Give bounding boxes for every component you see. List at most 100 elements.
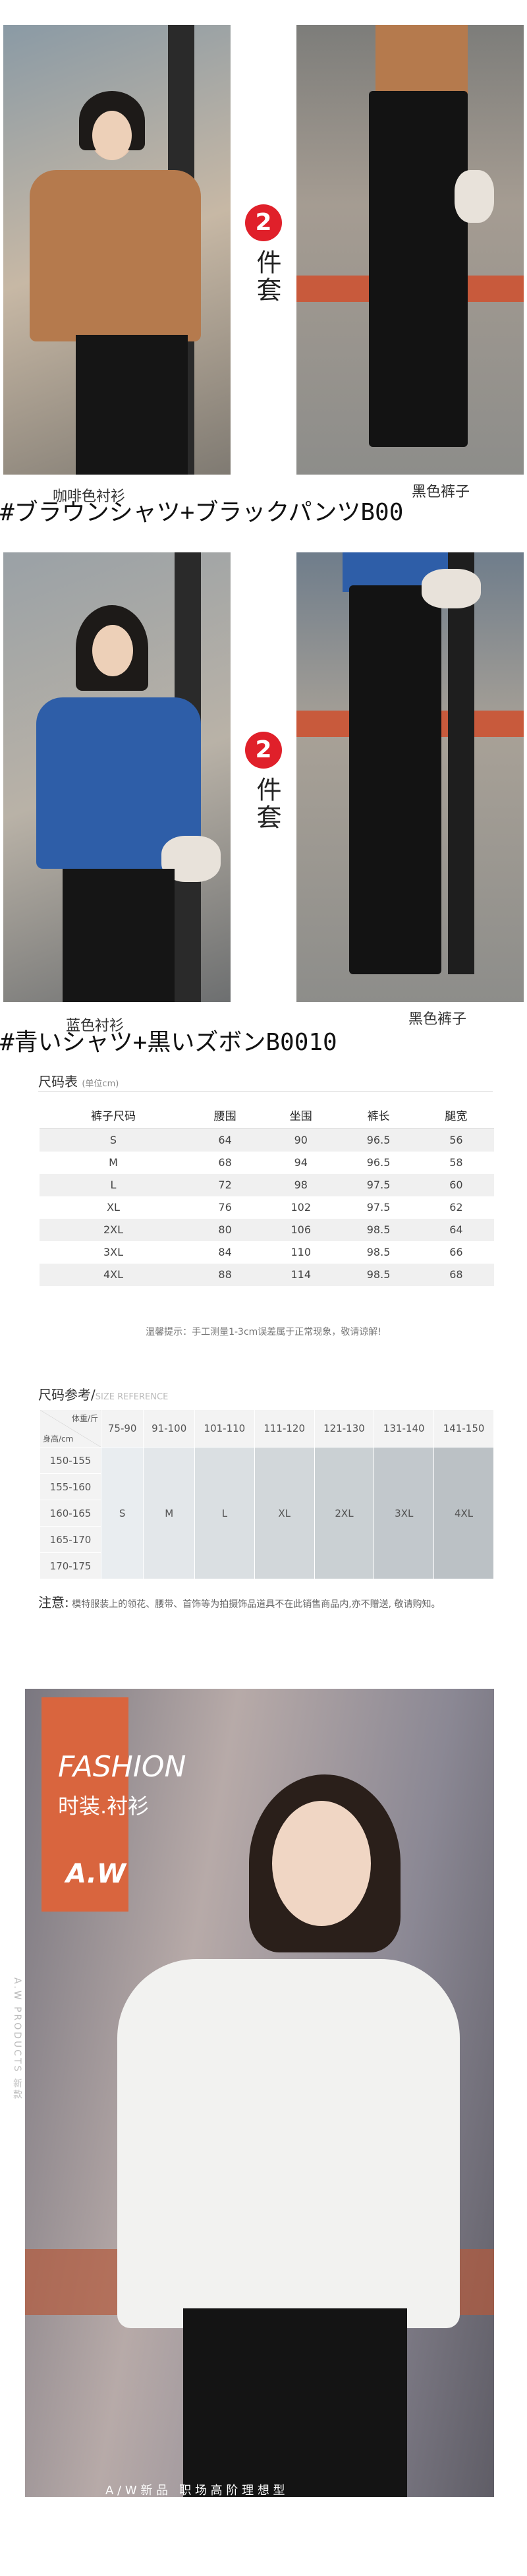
row: 170-175 [40, 1552, 494, 1579]
badge-number: 2 [245, 732, 282, 769]
brand: A.W [66, 1859, 126, 1889]
product-label: 蓝色衬衫 [66, 1018, 125, 1034]
size-cell: 3XL [374, 1447, 435, 1579]
weight-header: 131-140 [374, 1409, 435, 1448]
size-table: 裤子尺码 腰围 坐围 裤长 腿宽 S 64 90 96.5 56 M 68 94 96.5 58 L 72 98 9… [40, 1102, 494, 1286]
cell: 66 [449, 1246, 463, 1258]
badge-text: 件套 [252, 249, 281, 305]
product-label: 咖啡色衬衫 [53, 488, 126, 505]
cell: 80 [218, 1223, 232, 1236]
cell: 98 [294, 1179, 308, 1191]
row: 160-165 [40, 1500, 494, 1527]
size-cell: 2XL [314, 1447, 375, 1579]
divider [38, 1091, 493, 1092]
product-label: 黑色裤子 [412, 484, 470, 500]
header-row: 裤子尺码 腰围 坐围 裤长 腿宽 [40, 1102, 494, 1128]
cell: 96.5 [366, 1134, 391, 1146]
height-cell: 170-175 [40, 1552, 101, 1579]
cell: 114 [291, 1268, 312, 1281]
weight-header: 111-120 [254, 1409, 315, 1448]
size-cell: L [194, 1447, 255, 1579]
side-text: A.W PRODUCTS 新款 [12, 1977, 22, 2101]
subtitle: SIZE REFERENCE [95, 1392, 169, 1402]
unit: (单位cm) [82, 1079, 119, 1089]
size-cell: 4XL [433, 1447, 494, 1579]
weight-header: 141-150 [433, 1409, 494, 1448]
cell: 68 [218, 1156, 232, 1169]
cell: 64 [449, 1223, 463, 1236]
weight-header: 91-100 [143, 1409, 195, 1448]
cell: L [110, 1179, 117, 1191]
title: 尺码表 [38, 1074, 78, 1090]
cell: 97.5 [366, 1201, 391, 1214]
product-label: 黑色裤子 [408, 1011, 467, 1028]
cell: 4XL [103, 1268, 124, 1281]
note-label: 注意: [38, 1595, 69, 1610]
note: 注意: 模特服装上的领花、腰带、首饰等为拍摄饰品道具不在此销售商品内,亦不赠送,… [38, 1592, 441, 1611]
weight-header: 101-110 [194, 1409, 255, 1448]
column-header: 腰围 [213, 1110, 236, 1124]
cell: 102 [291, 1201, 312, 1214]
cell: 94 [294, 1156, 308, 1169]
row: M 68 94 96.5 58 [40, 1151, 494, 1174]
weight-label: 体重/斤 [71, 1414, 98, 1423]
cell: S [109, 1134, 117, 1146]
size-cell: M [143, 1447, 195, 1579]
banner-subtitle: 时装.衬衫 [58, 1794, 150, 1819]
height-cell: 165-170 [40, 1526, 101, 1553]
title: 尺码参考/ [38, 1387, 96, 1403]
row: 4XL 88 114 98.5 68 [40, 1263, 494, 1286]
height-cell: 150-155 [40, 1447, 101, 1474]
photo [3, 552, 231, 1002]
cell: 98.5 [366, 1246, 391, 1258]
banner-title: FASHION [58, 1750, 186, 1784]
note-text: 模特服装上的领花、腰带、首饰等为拍摄饰品道具不在此销售商品内,亦不赠送, 敬请购… [72, 1599, 441, 1610]
cell: 3XL [103, 1246, 124, 1258]
height-label: 身高/cm [43, 1434, 74, 1444]
cell: M [109, 1156, 118, 1169]
cell: 84 [218, 1246, 232, 1258]
section-title: 尺码参考/SIZE REFERENCE [38, 1384, 168, 1403]
photo [296, 25, 524, 475]
photo [3, 25, 231, 475]
cell: 90 [294, 1134, 308, 1146]
cell: 2XL [103, 1223, 124, 1236]
column-header: 裤子尺码 [91, 1110, 136, 1124]
cell: 60 [449, 1179, 463, 1191]
photo [296, 552, 524, 1002]
badge-text: 件套 [252, 776, 281, 832]
cell: 76 [218, 1201, 232, 1214]
cell: 97.5 [366, 1179, 391, 1191]
cell: 56 [449, 1134, 463, 1146]
cell: 96.5 [366, 1156, 391, 1169]
row: 165-170 [40, 1526, 494, 1553]
row: 3XL 84 110 98.5 66 [40, 1241, 494, 1264]
caption: #青いシャツ+黒いズボンB0010 [0, 1029, 337, 1056]
weight-header: 121-130 [314, 1409, 375, 1448]
header-row: 体重/斤 身高/cm 75-90 91-100 101-110 111-120 121-13… [40, 1409, 494, 1448]
cell: 68 [449, 1268, 463, 1281]
label-box [42, 1697, 128, 1912]
cell: 106 [291, 1223, 312, 1236]
cell: 98.5 [366, 1223, 391, 1236]
row: XL 76 102 97.5 62 [40, 1196, 494, 1219]
corner-cell: 体重/斤身高/cm [40, 1409, 101, 1448]
cell: 72 [218, 1179, 232, 1191]
column-header: 坐围 [289, 1110, 312, 1124]
row: 2XL 80 106 98.5 64 [40, 1218, 494, 1241]
badge-number: 2 [245, 204, 282, 241]
row: 150-155 S M L XL 2XL 3XL 4XL [40, 1447, 494, 1579]
size-cell: XL [254, 1447, 315, 1579]
section-title: 尺码表 (单位cm) [38, 1071, 119, 1090]
cell: 110 [291, 1246, 312, 1258]
note: 温馨提示：手工测量1-3cm误差属于正常现象，敬请谅解! [146, 1327, 381, 1337]
cell: 88 [218, 1268, 232, 1281]
height-cell: 160-165 [40, 1500, 101, 1527]
cell: 64 [218, 1134, 232, 1146]
row: 155-160 [40, 1473, 494, 1500]
footer: A / W 新 品 职 场 高 阶 理 想 型 [105, 2484, 285, 2498]
size-cell: S [100, 1447, 144, 1579]
cell: 62 [449, 1201, 463, 1214]
cell: 98.5 [366, 1268, 391, 1281]
